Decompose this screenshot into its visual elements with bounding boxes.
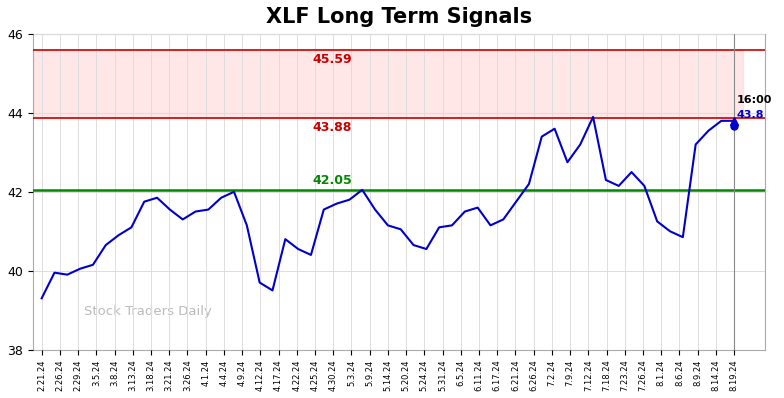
Text: Stock Traders Daily: Stock Traders Daily — [84, 305, 212, 318]
Text: 43.8: 43.8 — [737, 110, 764, 120]
Text: 43.88: 43.88 — [313, 121, 352, 134]
Text: 16:00: 16:00 — [737, 95, 772, 105]
Text: 42.05: 42.05 — [313, 174, 352, 187]
Text: 45.59: 45.59 — [313, 53, 352, 66]
Title: XLF Long Term Signals: XLF Long Term Signals — [266, 7, 532, 27]
